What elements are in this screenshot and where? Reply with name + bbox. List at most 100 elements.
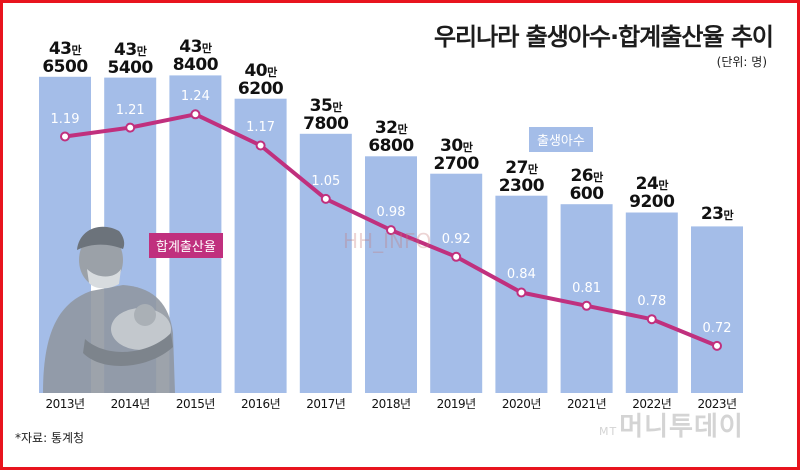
rate-value-label: 1.05 [311, 173, 341, 189]
bar-value-label: 43만 5400 [100, 39, 160, 78]
bar-value-number: 27 [505, 157, 528, 178]
bar-value-label: 40만 6200 [231, 60, 291, 99]
bar-2022년 [625, 212, 678, 393]
bar-value-number: 23 [700, 204, 724, 225]
bar-value-top: 32만 [361, 120, 421, 138]
x-tick-label: 2023년 [697, 397, 737, 411]
unit-label: (단위: 명) [716, 55, 767, 69]
bar-value-label: 23만 [687, 206, 747, 224]
bar-value-bottom: 6800 [368, 136, 414, 157]
legend-fertility-rate: 합계출산율 [149, 233, 223, 258]
x-tick-label: 2021년 [567, 397, 607, 411]
nurse-cap [77, 226, 125, 250]
bar-value-unit: 만 [593, 171, 603, 185]
chart-canvas [39, 75, 743, 394]
rate-point-2015년 [190, 109, 201, 120]
bar-2017년 [299, 133, 352, 394]
bar-value-bottom: 8400 [172, 55, 219, 76]
rate-value-label: 1.21 [115, 102, 145, 118]
bar-value-bottom: 7800 [303, 113, 349, 134]
rate-value-label: 0.78 [637, 294, 667, 310]
bar-value-unit: 만 [658, 179, 668, 193]
bar-value-bottom: 5400 [107, 57, 154, 78]
x-tick-label: 2013년 [45, 397, 85, 411]
rate-value-label: 1.19 [50, 111, 80, 127]
bar-value-number: 40 [244, 60, 268, 81]
bar-value-bottom: 9200 [629, 192, 675, 213]
bar-value-number: 30 [440, 135, 463, 156]
x-tick-label: 2019년 [436, 397, 477, 411]
rate-point-2019년 [451, 251, 462, 262]
bar-2018년 [365, 156, 417, 393]
bar-value-unit: 만 [136, 44, 147, 58]
bar-value-top: 23만 [687, 206, 747, 224]
bar-value-label: 43만 6500 [35, 38, 95, 77]
x-tick-label: 2022년 [632, 397, 672, 411]
bar-value-bottom: 2700 [433, 153, 480, 174]
bar-2019년 [430, 173, 483, 393]
rate-value-label: 0.92 [441, 231, 471, 247]
bar-value-label: 43만 8400 [165, 39, 225, 76]
rate-value-label: 0.84 [506, 267, 536, 283]
bar-2021년 [560, 204, 613, 393]
x-tick-label: 2016년 [241, 397, 281, 411]
bar-value-label: 32만 6800 [361, 120, 421, 157]
bar-value-unit: 만 [723, 209, 734, 223]
rate-point-2014년 [125, 122, 136, 133]
watermark-logo: MT머니투데이 [599, 406, 744, 443]
bar-value-unit: 만 [267, 65, 277, 79]
bar-value-label: 27만 2300 [491, 157, 551, 194]
rate-value-label: 0.81 [572, 280, 602, 296]
rate-point-2023년 [712, 340, 722, 351]
rate-value-label: 1.17 [246, 120, 276, 136]
bar-value-bottom: 6500 [42, 56, 88, 77]
bar-value-unit: 만 [462, 140, 473, 154]
bar-value-number: 35 [309, 95, 333, 116]
center-watermark: HH_INFO [343, 229, 432, 253]
bar-value-top: 30만 [426, 135, 486, 156]
bar-value-unit: 만 [397, 123, 408, 137]
x-tick-label: 2018년 [371, 397, 411, 411]
bar-value-top: 26만 [557, 168, 617, 186]
bar-value-top: 27만 [491, 157, 551, 178]
rate-point-2022년 [646, 314, 657, 325]
bar-value-top: 35만 [296, 95, 356, 116]
x-tick-label: 2015년 [175, 397, 216, 411]
bar-value-top: 24만 [622, 176, 682, 194]
nurse-holding-baby-illustration [43, 226, 175, 393]
bar-value-label: 26만 600 [557, 168, 617, 203]
x-tick-label: 2017년 [306, 397, 346, 411]
watermark-prefix: MT [599, 425, 618, 438]
rate-point-2018년 [386, 225, 396, 236]
chart-title: 우리나라 출생아수·합계출산율 추이 [433, 23, 774, 51]
bar-value-label: 35만 7800 [296, 95, 356, 134]
nurse-arm [83, 333, 173, 366]
x-tick-label: 2020년 [501, 397, 542, 411]
bar-value-number: 43 [48, 38, 72, 59]
bar-value-unit: 만 [527, 162, 538, 176]
rate-value-label: 1.24 [180, 89, 210, 105]
rate-value-label: 0.98 [376, 205, 406, 221]
watermark-text: 머니투데이 [619, 412, 744, 442]
bar-value-number: 43 [114, 39, 137, 60]
rate-point-2021년 [581, 300, 592, 311]
bar-value-bottom: 6200 [237, 78, 284, 99]
source-note: *자료: 통계청 [15, 431, 85, 445]
bar-value-unit: 만 [332, 100, 342, 114]
bar-value-top: 40만 [231, 60, 291, 81]
nurse-mask [87, 269, 121, 289]
bar-value-unit: 만 [201, 42, 212, 56]
bar-value-number: 24 [635, 174, 659, 195]
baby-head [134, 304, 156, 326]
bar-value-number: 32 [374, 118, 398, 139]
line-layer [60, 109, 722, 351]
bar-value-top: 43만 [165, 39, 225, 57]
bar-value-number: 43 [179, 37, 202, 58]
rate-point-2017년 [320, 193, 331, 204]
bar-value-label: 30만 2700 [426, 135, 486, 174]
baby-bundle [111, 308, 171, 350]
bar-value-top: 43만 [100, 39, 160, 60]
bar-2023년 [691, 226, 743, 393]
rate-value-label: 0.72 [702, 320, 732, 336]
x-tick-label: 2014년 [110, 397, 151, 411]
